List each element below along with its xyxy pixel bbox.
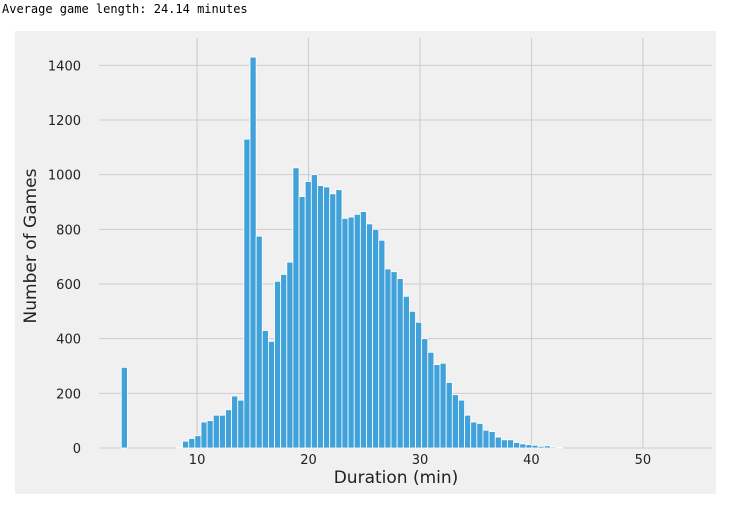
histogram-bar — [488, 431, 496, 449]
y-tick-label: 200 — [56, 387, 81, 402]
x-tick-label: 20 — [300, 453, 317, 468]
histogram-bar — [439, 362, 447, 449]
y-tick-label: 1200 — [48, 114, 81, 129]
histogram-bar — [543, 445, 551, 449]
histogram-bar — [225, 409, 233, 449]
y-tick-label: 800 — [56, 223, 81, 238]
histogram-bar — [402, 295, 410, 449]
histogram-bar — [261, 330, 269, 449]
y-tick-label: 600 — [56, 278, 81, 293]
x-tick-label: 30 — [412, 453, 429, 468]
histogram-bar — [182, 440, 190, 449]
histogram-bar — [206, 420, 214, 449]
histogram-bar — [464, 414, 472, 449]
histogram-bar — [194, 435, 202, 449]
x-tick-label: 50 — [635, 453, 652, 468]
histogram-bar — [513, 442, 521, 449]
histogram-bar — [366, 223, 374, 449]
histogram-bar — [335, 189, 343, 449]
histogram-bar — [384, 268, 392, 449]
histogram-bar — [237, 399, 245, 449]
histogram-bar — [120, 366, 128, 449]
histogram-bar — [310, 174, 318, 449]
histogram-bar — [353, 213, 361, 449]
histogram-bar — [341, 217, 349, 449]
histogram-bars — [120, 56, 564, 449]
histogram-bar — [298, 196, 306, 449]
x-tick-label: 10 — [189, 453, 206, 468]
histogram-bar — [415, 321, 423, 449]
histogram-bar — [243, 138, 251, 449]
histogram-bar — [507, 439, 515, 449]
histogram-bar — [494, 436, 502, 449]
histogram-bar — [286, 261, 294, 449]
histogram-bar — [329, 193, 337, 449]
y-tick-label: 400 — [56, 333, 81, 348]
y-axis-label: Number of Games — [21, 168, 41, 323]
histogram-bar — [249, 56, 257, 449]
histogram-bar — [317, 185, 324, 449]
histogram-bar — [280, 274, 288, 449]
histogram-bar — [390, 271, 398, 449]
histogram-bar — [347, 216, 355, 449]
output-text: Average game length: 24.14 minutes — [2, 2, 248, 16]
histogram-bar — [482, 429, 490, 449]
histogram-bar — [212, 414, 220, 449]
y-tick-label: 0 — [73, 442, 81, 457]
histogram-bar — [396, 278, 404, 449]
histogram-bar — [531, 444, 539, 449]
histogram-bar — [304, 181, 312, 449]
histogram-bar — [525, 444, 533, 449]
histogram-bar — [549, 446, 557, 449]
histogram-bar — [458, 399, 465, 449]
histogram-bar — [359, 211, 367, 449]
tick-labels: 0 200 400 600 800 1000 1200 1400 10 20 30 40 50 — [48, 59, 651, 468]
histogram-bar — [476, 422, 484, 449]
histogram-bar — [500, 439, 508, 449]
histogram-bar — [255, 235, 263, 449]
y-tick-label: 1000 — [48, 169, 81, 184]
histogram-bar — [427, 351, 435, 449]
histogram-bar — [556, 447, 564, 449]
histogram-bar — [433, 364, 441, 449]
histogram-bar — [268, 340, 275, 449]
x-tick-label: 40 — [523, 453, 540, 468]
x-axis-label: Duration (min) — [334, 468, 459, 488]
histogram-bar — [292, 167, 300, 449]
histogram-bar — [421, 338, 429, 449]
histogram-bar — [445, 381, 453, 449]
histogram-bar — [470, 421, 478, 449]
histogram-bar — [274, 280, 282, 449]
histogram-bar — [378, 239, 386, 449]
histogram-bar — [323, 186, 331, 449]
histogram-bar — [176, 446, 183, 449]
histogram-bar — [519, 443, 527, 449]
y-tick-label: 1400 — [48, 59, 81, 74]
histogram-bar — [451, 394, 459, 449]
histogram-bar — [409, 310, 416, 449]
histogram-bar — [537, 445, 545, 449]
histogram-bar — [231, 395, 239, 449]
histogram-bar — [200, 421, 208, 449]
histogram-bar — [188, 438, 196, 449]
histogram-bar — [372, 228, 380, 449]
histogram-bar — [218, 414, 226, 449]
